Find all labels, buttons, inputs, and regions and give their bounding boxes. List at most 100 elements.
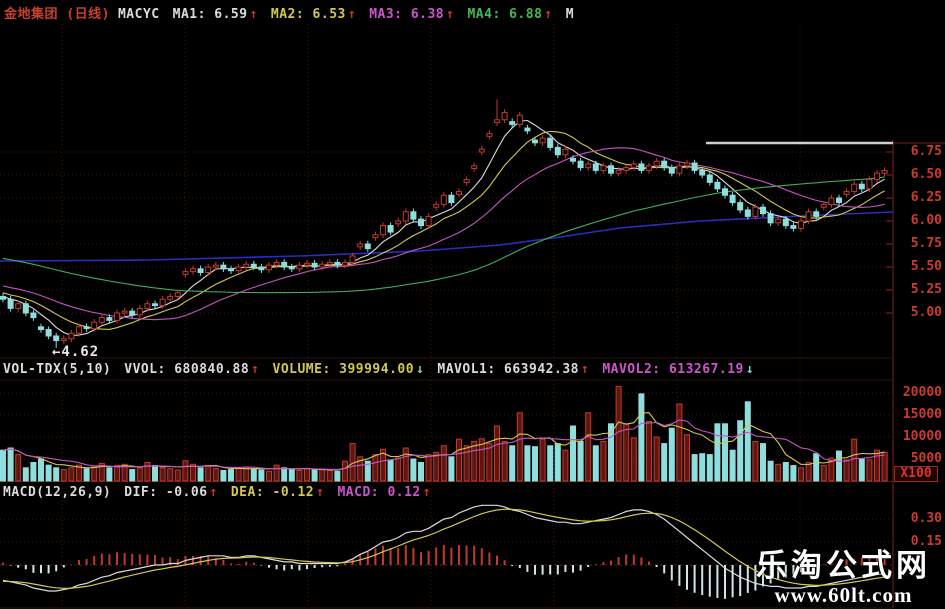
volume-bar xyxy=(319,469,326,482)
volume-bar xyxy=(387,459,394,482)
candle xyxy=(228,268,234,272)
candle xyxy=(638,163,645,171)
candle xyxy=(828,197,835,205)
candle xyxy=(494,119,500,124)
ma2-readout: MA2: 6.53 ↑ xyxy=(270,7,357,22)
candle xyxy=(699,169,706,176)
price-tick-label: 5.50 xyxy=(910,259,942,274)
volume-bar xyxy=(38,458,44,482)
volume-bar xyxy=(874,449,880,482)
up-arrow-icon: ↑ xyxy=(209,485,218,500)
candle xyxy=(433,203,440,208)
volume-bar xyxy=(782,462,789,482)
volume-bar xyxy=(699,453,706,482)
mavol1-readout: MAVOL1: 663942.38 ↑ xyxy=(437,362,590,377)
macd-tick-label: 0.30 xyxy=(910,511,942,527)
volume-bar xyxy=(706,454,713,482)
candle xyxy=(661,160,668,169)
volume-bar xyxy=(486,443,493,482)
candle xyxy=(319,263,326,268)
candle xyxy=(554,146,561,156)
volume-bar xyxy=(828,457,835,482)
volume-bar xyxy=(53,467,60,482)
volume-bar xyxy=(798,467,804,482)
candle xyxy=(273,261,280,266)
candle xyxy=(478,148,485,153)
volume-bar xyxy=(129,469,136,482)
price-axis: 6.75 6.50 6.25 6.00 5.75 5.50 5.25 5.00 xyxy=(894,0,945,609)
candle xyxy=(76,326,82,334)
candle xyxy=(585,163,592,169)
price-tick-label: 6.75 xyxy=(910,144,942,159)
volume-bar xyxy=(684,434,690,482)
candle xyxy=(547,137,554,148)
candle xyxy=(440,194,447,205)
candle xyxy=(501,111,508,121)
candle xyxy=(136,307,143,316)
candle xyxy=(851,183,858,193)
volume-bar xyxy=(167,468,174,482)
candle xyxy=(212,264,219,268)
up-arrow-icon: ↑ xyxy=(580,362,590,377)
volume-bar xyxy=(524,445,531,482)
volume-bar xyxy=(212,468,219,482)
candle xyxy=(820,203,827,208)
macd-tick-label: 0.15 xyxy=(910,534,942,550)
candle xyxy=(288,266,295,270)
candle xyxy=(463,179,470,183)
volume-bar xyxy=(516,412,523,482)
candle xyxy=(456,191,462,195)
mavol2-line xyxy=(2,419,885,470)
candle xyxy=(197,268,204,274)
volume-bar xyxy=(342,460,348,482)
up-arrow-icon: ↑ xyxy=(347,7,357,22)
candle xyxy=(258,266,265,271)
volume-bar xyxy=(205,465,212,482)
candle xyxy=(714,181,721,190)
volume-bar xyxy=(440,445,447,482)
volume-bar xyxy=(539,438,546,482)
candle xyxy=(372,234,379,239)
indicator-name: MACYC xyxy=(117,7,160,22)
volume-bar xyxy=(364,460,371,482)
macd-header: MACD(12,26,9) DIF: -0.06 ↑ DEA: -0.12 ↑ MACD:… xyxy=(3,485,431,500)
candle xyxy=(592,163,599,171)
volume-bar xyxy=(136,467,143,482)
volume-bar xyxy=(456,438,462,482)
volume-bar xyxy=(258,469,265,482)
up-arrow-icon: ↑ xyxy=(249,7,258,22)
candle xyxy=(706,174,713,183)
volume-tick-label: 10000 xyxy=(902,429,942,444)
candle xyxy=(630,163,637,169)
candle xyxy=(235,266,242,272)
ma2-line xyxy=(2,130,885,330)
volume-bar xyxy=(767,460,774,482)
volume-bar xyxy=(638,393,645,482)
dea-readout: DEA: -0.12 ↑ xyxy=(230,485,325,500)
volume-bar xyxy=(547,445,554,482)
price-tick-label: 6.50 xyxy=(910,167,942,182)
volume-bar xyxy=(60,469,67,482)
volume-unit-label: X100 xyxy=(894,466,938,482)
candle xyxy=(448,194,455,204)
candle xyxy=(577,160,584,169)
volume-bar xyxy=(729,449,736,482)
vol-indicator-name: VOL-TDX(5,10) xyxy=(3,362,112,377)
vvol-readout: VVOL: 680840.88 ↑ xyxy=(124,362,260,377)
volume-bar xyxy=(592,445,599,482)
volume-bar xyxy=(790,465,797,482)
candle xyxy=(813,211,820,217)
volume-bar xyxy=(402,447,409,482)
volume-bar xyxy=(866,459,873,482)
candle xyxy=(623,167,630,171)
candle xyxy=(304,262,310,266)
volume-bar xyxy=(752,440,759,482)
volume-bar xyxy=(121,463,128,482)
candle xyxy=(509,121,516,125)
volume-bar xyxy=(858,458,865,482)
candle xyxy=(874,172,880,181)
volume-bar xyxy=(570,425,576,482)
ma1-line xyxy=(2,119,885,337)
candle xyxy=(668,167,675,174)
